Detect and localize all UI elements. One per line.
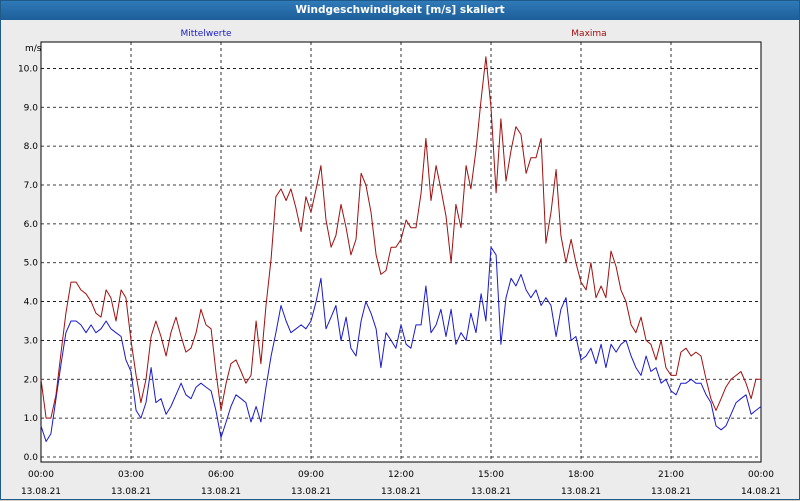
x-tick-date: 14.08.21 (741, 487, 781, 497)
y-tick-label: 5.0 (24, 259, 39, 269)
y-tick-label: 7.0 (24, 181, 39, 191)
y-tick-label: 9.0 (24, 103, 39, 113)
y-tick-label: 2.0 (24, 375, 39, 385)
legend-maxima: Maxima (571, 29, 606, 39)
x-tick-time: 06:00 (208, 470, 234, 480)
y-tick-label: 6.0 (24, 220, 39, 230)
x-tick-date: 13.08.21 (471, 487, 511, 497)
x-tick-date: 13.08.21 (381, 487, 421, 497)
x-tick-date: 13.08.21 (21, 487, 61, 497)
y-tick-label: 1.0 (24, 414, 39, 424)
series-line-mittelwerte (40, 246, 762, 442)
y-tick-label: 0.0 (24, 453, 39, 463)
x-tick-date: 13.08.21 (201, 487, 241, 497)
x-tick-time: 09:00 (298, 470, 324, 480)
x-tick-date: 13.08.21 (561, 487, 601, 497)
x-tick-time: 18:00 (568, 470, 594, 480)
x-tick-time: 12:00 (388, 470, 414, 480)
x-tick-time: 21:00 (658, 470, 684, 480)
series-group (40, 56, 762, 442)
x-tick-time: 03:00 (118, 470, 144, 480)
x-tick-time: 00:00 (748, 470, 774, 480)
y-tick-label: 4.0 (24, 298, 39, 308)
series-line-maxima (40, 56, 761, 419)
x-tick-date: 13.08.21 (291, 487, 331, 497)
y-tick-label: 8.0 (24, 142, 39, 152)
axis-labels: m/s 0.0 1.0 2.0 3.0 4.0 5.0 6.0 7.0 8.0 9.0 10.0 00… (18, 44, 781, 497)
x-tick-date: 13.08.21 (651, 487, 691, 497)
x-tick-date: 13.08.21 (111, 487, 151, 497)
legend: Mittelwerte Maxima (180, 29, 606, 39)
y-tick-label: 10.0 (18, 64, 38, 74)
grid (41, 42, 761, 462)
y-axis-label: m/s (25, 44, 42, 54)
window-title: Windgeschwindigkeit [m/s] skaliert (1, 1, 799, 20)
legend-mittelwerte: Mittelwerte (180, 29, 231, 39)
x-tick-time: 15:00 (478, 470, 504, 480)
y-tick-label: 3.0 (24, 336, 39, 346)
x-tick-time: 00:00 (28, 470, 54, 480)
